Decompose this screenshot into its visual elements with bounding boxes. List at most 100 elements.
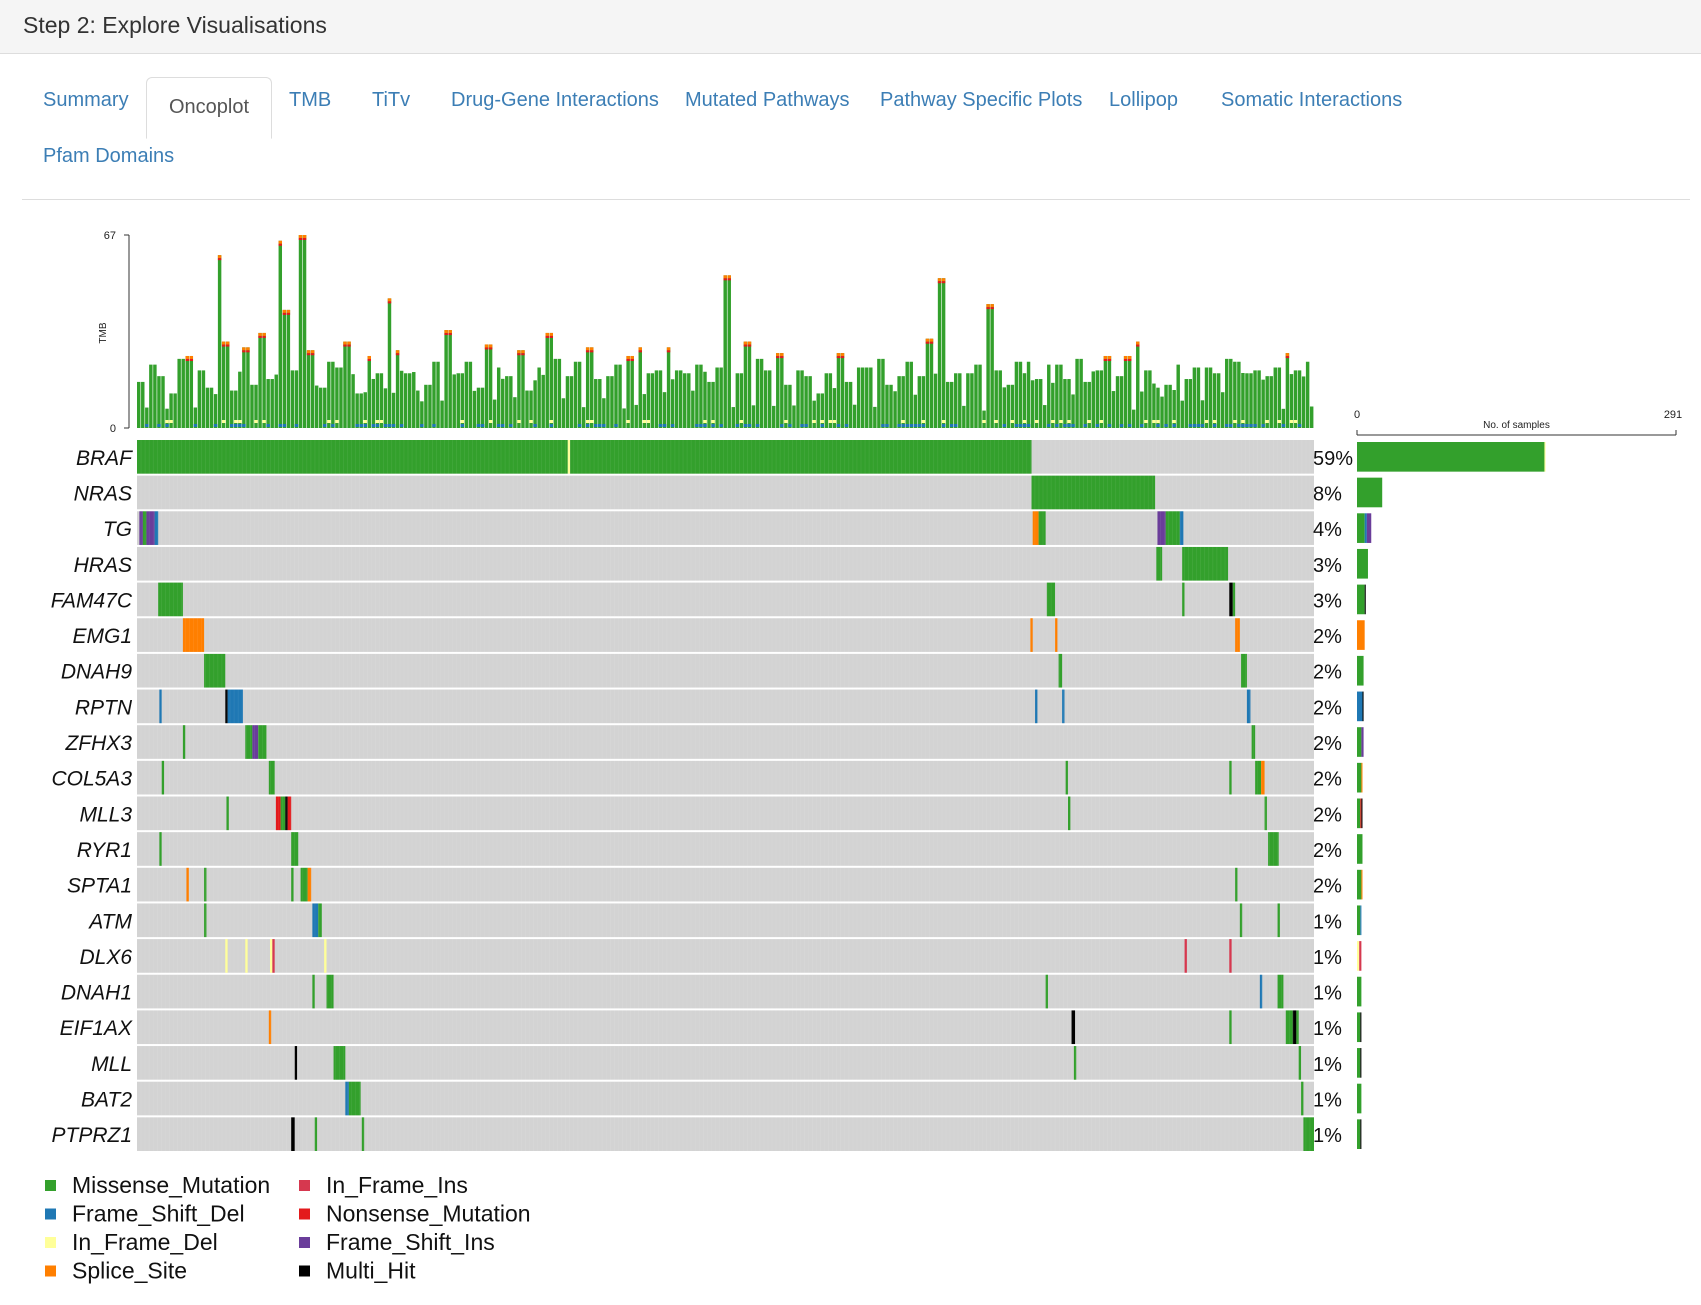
tmb-bar-segment bbox=[703, 420, 707, 423]
tmb-bar-segment bbox=[1107, 355, 1112, 359]
oncoplot-mutation-cell bbox=[333, 1046, 346, 1080]
tmb-bar bbox=[1176, 364, 1180, 428]
tmb-bar bbox=[339, 367, 343, 428]
tmb-bar bbox=[610, 376, 614, 428]
tmb-bar-segment bbox=[460, 424, 465, 427]
oncoplot-mutation-cell bbox=[1030, 618, 1033, 652]
tmb-bar-segment bbox=[743, 424, 748, 427]
tab-mutated-pathways[interactable]: Mutated Pathways bbox=[685, 89, 850, 111]
tmb-bar-segment bbox=[242, 350, 246, 353]
tmb-bar-segment bbox=[185, 355, 189, 359]
tmb-bar bbox=[723, 275, 727, 428]
tmb-bar bbox=[844, 381, 849, 428]
tmb-bar-segment bbox=[804, 424, 808, 427]
tmb-bar bbox=[217, 255, 222, 428]
oncoplot-mutation-cell bbox=[1071, 1010, 1076, 1045]
tmb-bar-segment bbox=[347, 344, 351, 347]
tab-pathway-specific-plots[interactable]: Pathway Specific Plots bbox=[880, 89, 1083, 111]
tmb-bar bbox=[230, 390, 234, 428]
tmb-bar-segment bbox=[990, 307, 994, 310]
tmb-bar-segment bbox=[836, 356, 841, 359]
tmb-bar bbox=[444, 330, 448, 428]
tmb-bar-segment bbox=[1172, 420, 1176, 423]
tmb-bar-segment bbox=[1123, 355, 1128, 359]
tmb-bar bbox=[1297, 370, 1302, 428]
tmb-bar-segment bbox=[549, 420, 554, 423]
oncoplot-mutation-cell bbox=[225, 689, 228, 724]
tmb-bar bbox=[808, 376, 812, 428]
tmb-bar-segment bbox=[929, 341, 934, 344]
tmb-bar-segment bbox=[1002, 424, 1007, 427]
tab-pfam-domains[interactable]: Pfam Domains bbox=[43, 145, 175, 167]
gene-sample-bar-segment bbox=[1357, 869, 1362, 900]
tmb-bar-segment bbox=[1095, 424, 1100, 427]
samples-axis-max-label: 291 bbox=[1664, 409, 1682, 421]
tmb-bar-segment bbox=[278, 240, 283, 244]
tmb-bar bbox=[1204, 367, 1209, 428]
tmb-bar-segment bbox=[1192, 424, 1197, 427]
tab-drug-gene-interactions[interactable]: Drug-Gene Interactions bbox=[451, 89, 659, 111]
tmb-bar bbox=[1107, 355, 1112, 428]
tmb-bar-segment bbox=[885, 424, 889, 427]
oncoplot-mutation-cell bbox=[307, 867, 312, 902]
tab-lollipop[interactable]: Lollipop bbox=[1109, 89, 1178, 111]
tmb-bar bbox=[379, 373, 384, 428]
gene-sample-bar-segment bbox=[1357, 584, 1365, 615]
tmb-bar bbox=[925, 338, 930, 428]
tmb-bar-segment bbox=[282, 424, 287, 427]
oncoplot-mutation-cell bbox=[1068, 796, 1071, 831]
tmb-bar-segment bbox=[509, 424, 513, 427]
tmb-bar bbox=[654, 370, 659, 428]
tmb-bar-segment bbox=[982, 420, 986, 423]
oncoplot-mutation-cell bbox=[1045, 974, 1048, 1009]
legend-label: Multi_Hit bbox=[326, 1258, 416, 1284]
tmb-bar bbox=[1103, 355, 1108, 428]
tmb-bar-segment bbox=[1034, 420, 1039, 423]
tmb-bar-segment bbox=[294, 424, 299, 427]
tmb-bar bbox=[1164, 384, 1168, 428]
tmb-bar bbox=[266, 379, 270, 428]
tmb-bar-segment bbox=[399, 424, 404, 427]
gene-sample-bar-segment bbox=[1361, 798, 1363, 829]
tmb-bar bbox=[594, 379, 598, 428]
tmb-bar-segment bbox=[614, 424, 618, 427]
tmb-bar bbox=[351, 374, 355, 428]
tmb-bar bbox=[1305, 361, 1310, 428]
tab-titv[interactable]: TiTv bbox=[372, 89, 411, 111]
oncoplot-mutation-cell bbox=[159, 689, 162, 724]
tmb-bar bbox=[565, 376, 570, 428]
tmb-bar bbox=[403, 373, 408, 428]
tmb-bar bbox=[488, 344, 493, 428]
oncoplot-mutation-cell bbox=[159, 832, 162, 866]
oncoplot-row-background bbox=[137, 867, 1314, 902]
oncoplot-mutation-cell bbox=[1229, 1010, 1232, 1045]
tmb-bar bbox=[703, 371, 707, 428]
tmb-bar bbox=[448, 330, 452, 428]
tmb-bar bbox=[885, 384, 889, 428]
tmb-bar bbox=[986, 304, 990, 428]
tab-tmb[interactable]: TMB bbox=[289, 89, 332, 111]
tmb-bar-segment bbox=[476, 424, 481, 427]
tmb-bar bbox=[460, 373, 465, 428]
tab-somatic-interactions[interactable]: Somatic Interactions bbox=[1221, 89, 1403, 111]
tmb-bar-segment bbox=[310, 350, 315, 354]
tmb-bar bbox=[598, 379, 602, 428]
tmb-bar bbox=[525, 390, 529, 428]
tmb-bar-segment bbox=[937, 278, 942, 282]
tmb-bar bbox=[153, 364, 157, 428]
tmb-bar-segment bbox=[1059, 420, 1063, 423]
tmb-bar-segment bbox=[1055, 424, 1059, 427]
tmb-bar bbox=[282, 309, 287, 428]
tmb-bar-segment bbox=[460, 420, 465, 423]
tmb-bar-segment bbox=[812, 420, 816, 423]
tmb-bar-segment bbox=[1172, 424, 1176, 427]
tmb-bar-segment bbox=[302, 238, 307, 240]
tmb-bar bbox=[759, 358, 764, 428]
tmb-bar bbox=[1249, 373, 1253, 428]
tab-oncoplot[interactable]: Oncoplot bbox=[146, 77, 273, 139]
tmb-bar bbox=[873, 406, 877, 428]
oncoplot-mutation-cell bbox=[1296, 1010, 1299, 1045]
gene-sample-bar-segment bbox=[1361, 727, 1364, 757]
tab-summary[interactable]: Summary bbox=[43, 89, 129, 111]
tmb-bar-segment bbox=[941, 281, 946, 284]
